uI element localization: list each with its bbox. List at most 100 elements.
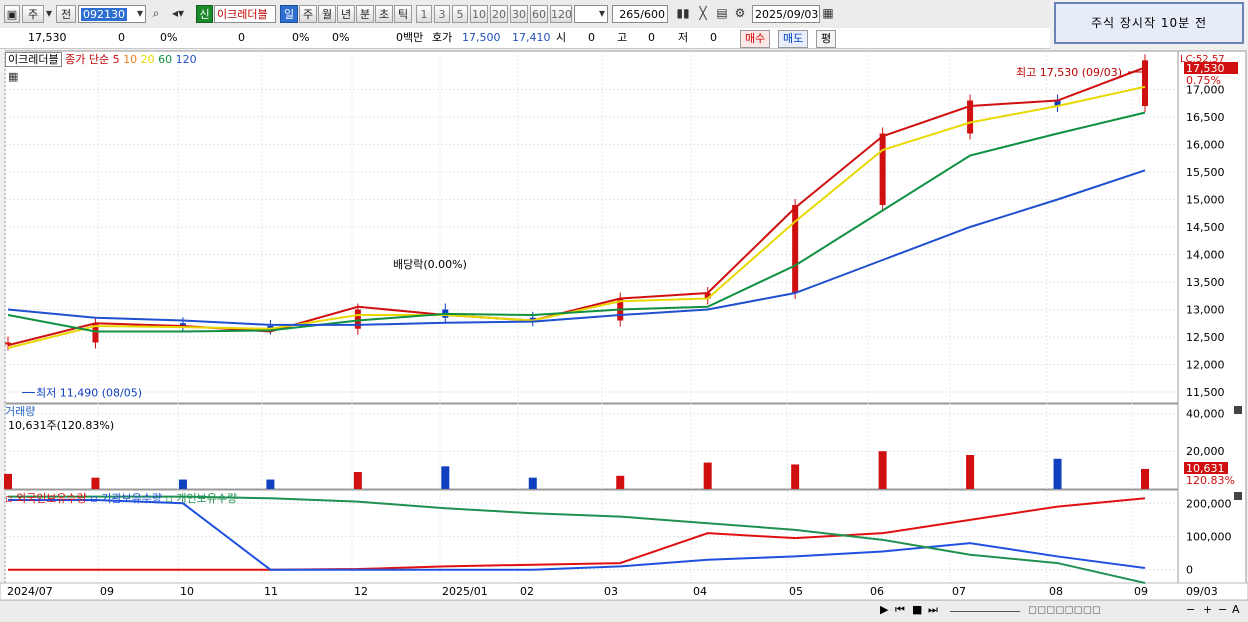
holdings-close-icon[interactable] — [1234, 492, 1242, 500]
candle-body[interactable] — [704, 293, 711, 299]
chart-tools-icon[interactable]: ◻◻◻◻◻◻◻◻ — [1028, 603, 1102, 616]
volume-close-icon[interactable] — [1234, 406, 1242, 414]
period-tab-3[interactable]: 년 — [337, 5, 355, 23]
interval-input[interactable] — [574, 5, 608, 23]
ma-line-120[interactable] — [7, 169, 1146, 326]
period-tab-5[interactable]: 초 — [375, 5, 393, 23]
volume-bar[interactable] — [616, 475, 625, 489]
holdings-line-2[interactable] — [8, 495, 1146, 584]
volume-bar[interactable] — [4, 473, 12, 489]
candle-body[interactable] — [879, 133, 886, 206]
interval-button-5[interactable]: 5 — [452, 5, 468, 23]
zoom-add-icon[interactable]: + — [1203, 603, 1213, 616]
print-icon[interactable]: ▤ — [716, 6, 728, 20]
candle-body[interactable] — [1054, 100, 1061, 107]
holdings-legend-2[interactable]: ▫ 개인보유수량 — [161, 492, 238, 505]
font-size-icon[interactable]: A — [1232, 603, 1240, 616]
min-annotation: 최저 11,490 (08/05) — [36, 387, 142, 400]
ma-legend-10[interactable]: 10 — [119, 53, 138, 66]
volume-bar[interactable] — [1141, 468, 1149, 489]
x-axis-label: 09 — [100, 585, 114, 598]
volume-bar[interactable] — [91, 477, 100, 489]
ma-legend-5[interactable]: 5 — [112, 53, 120, 66]
zoom-slider[interactable] — [950, 603, 1020, 612]
volume-title[interactable]: 거래량 — [5, 405, 36, 418]
candle-body[interactable] — [1142, 60, 1148, 106]
interval-button-3[interactable]: 3 — [434, 5, 450, 23]
sell-button[interactable]: 매도 — [778, 30, 809, 48]
interval-button-20[interactable]: 20 — [490, 5, 508, 23]
interval-button-10[interactable]: 10 — [470, 5, 488, 23]
speaker-icon[interactable]: ◂▾ — [171, 6, 185, 20]
volume-info: 10,631주(120.83%) — [8, 419, 115, 432]
gear-icon[interactable]: ⚙ — [734, 6, 746, 20]
period-tab-0[interactable]: 일 — [280, 5, 298, 23]
period-tab-6[interactable]: 틱 — [394, 5, 412, 23]
volume-bar[interactable] — [178, 479, 187, 489]
minus-icon[interactable]: − — [1218, 603, 1228, 616]
volume-bar[interactable] — [441, 466, 450, 489]
prev-button[interactable]: 전 — [56, 5, 76, 23]
bar-count[interactable]: 265/600 — [612, 5, 668, 23]
interval-button-30[interactable]: 30 — [510, 5, 528, 23]
candle-body[interactable] — [529, 317, 536, 321]
interval-button-60[interactable]: 60 — [530, 5, 548, 23]
interval-button-1[interactable]: 1 — [416, 5, 432, 23]
holdings-line-1[interactable] — [8, 498, 1146, 571]
eval-button[interactable]: 평 — [816, 30, 837, 48]
date-input[interactable]: 2025/09/03 — [752, 5, 820, 23]
interval-button-120[interactable]: 120 — [550, 5, 572, 23]
candle-body[interactable] — [792, 205, 799, 293]
calendar-icon[interactable]: ▦ — [822, 6, 834, 20]
price-y-tick: 13,000 — [1186, 304, 1225, 317]
volume-bar[interactable] — [703, 462, 712, 489]
volume-bar[interactable] — [266, 479, 275, 489]
candle-body[interactable] — [967, 100, 974, 134]
sin-button[interactable]: 신 — [196, 5, 213, 23]
ma-legend-120[interactable]: 120 — [172, 53, 197, 66]
last-price-tag-bg — [1184, 62, 1238, 74]
volume-bar[interactable] — [1053, 458, 1062, 489]
period-tab-4[interactable]: 분 — [356, 5, 374, 23]
holdings-line-0[interactable] — [8, 497, 1146, 571]
volume-bar[interactable] — [966, 455, 975, 489]
period-tab-1[interactable]: 주 — [299, 5, 317, 23]
candle-body[interactable] — [5, 342, 11, 345]
chart-tool-icon[interactable]: ╳ — [699, 6, 707, 20]
stock-code-input[interactable]: 092130 — [78, 5, 146, 23]
table-icon[interactable]: ▦ — [8, 70, 19, 83]
scroll-right-icon[interactable]: ▶ — [880, 603, 889, 616]
volume-panel[interactable] — [4, 403, 1179, 490]
search-icon[interactable]: ⌕ — [152, 6, 160, 20]
volume-bar[interactable] — [791, 464, 800, 489]
holdings-legend-0[interactable]: ▫ 외국인보유수량 — [5, 492, 87, 505]
rewind-icon[interactable]: ⏮ — [895, 603, 905, 616]
buy-button[interactable]: 매수 — [740, 30, 771, 48]
ma-line-20[interactable] — [7, 85, 1146, 349]
period-tab-2[interactable]: 월 — [318, 5, 336, 23]
zoom-out-icon[interactable]: − — [1186, 603, 1196, 616]
ma-line-60[interactable] — [7, 111, 1146, 333]
stock-name-tag[interactable]: 이크레더블 — [5, 52, 62, 67]
candle-body[interactable] — [179, 323, 186, 326]
holdings-legend-1[interactable]: ▫ 기관보유수량 — [86, 492, 162, 505]
ma-legend-60[interactable]: 60 — [154, 53, 173, 66]
ma-label[interactable]: 종가 단순 — [65, 53, 110, 66]
x-axis-label: 03 — [604, 585, 618, 598]
forward-icon[interactable]: ⏭ — [928, 603, 938, 616]
volume-bar[interactable] — [353, 472, 362, 489]
candle-body[interactable] — [354, 309, 361, 329]
layout-icon[interactable]: ▣ — [4, 5, 20, 23]
period-main-select[interactable]: 주 — [22, 5, 44, 23]
candle-body[interactable] — [267, 326, 274, 329]
dropdown-icon[interactable]: ▾ — [45, 6, 53, 20]
ma-legend-20[interactable]: 20 — [137, 53, 155, 66]
candle-body[interactable] — [92, 323, 99, 343]
candle-type-icon[interactable]: ▮▮ — [676, 6, 690, 20]
code-dropdown-icon[interactable]: ▾ — [136, 6, 144, 20]
volume-bar[interactable] — [528, 477, 537, 489]
interval-dropdown-icon[interactable]: ▾ — [598, 6, 606, 20]
stop-icon[interactable]: ■ — [912, 603, 923, 616]
volume-bar[interactable] — [878, 451, 887, 489]
